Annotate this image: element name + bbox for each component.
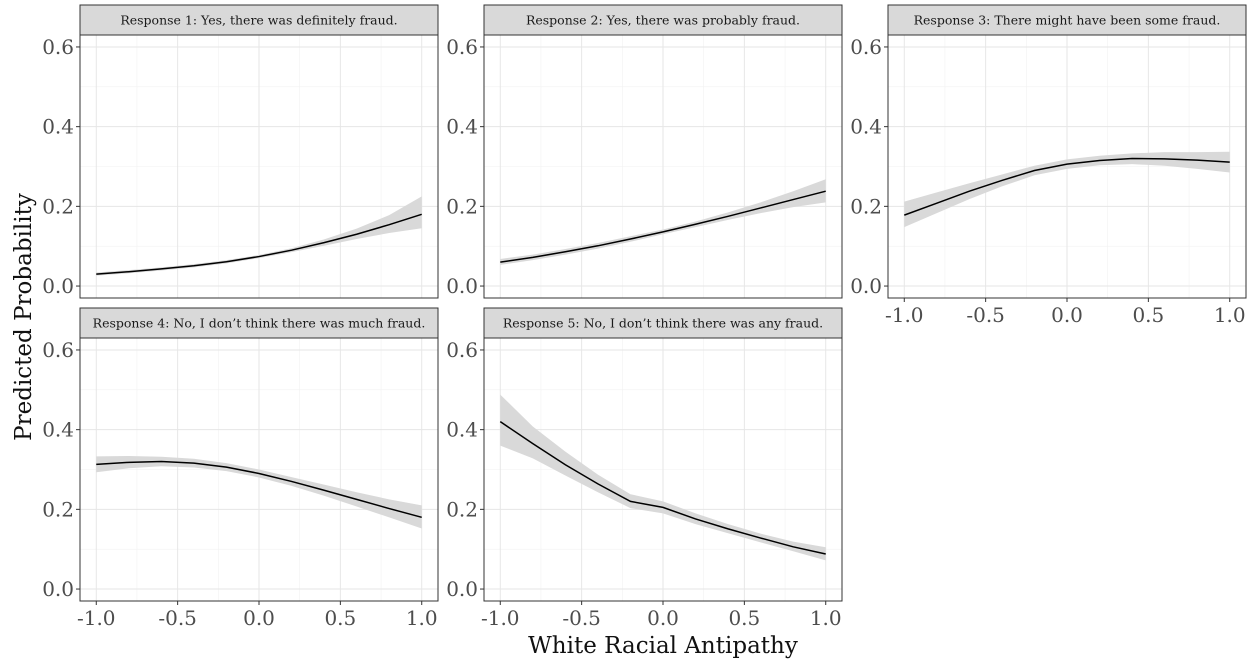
x-tick-label: 0.5: [324, 606, 356, 630]
x-axis-title: White Racial Antipathy: [528, 633, 798, 659]
y-tick-label: 0.6: [42, 338, 74, 362]
y-tick-label: 0.0: [446, 577, 478, 601]
series-line: [904, 157, 1230, 216]
y-tick-label: 0.6: [446, 338, 478, 362]
facet-strip-label: Response 2: Yes, there was probably frau…: [526, 13, 800, 28]
y-axis-title: Predicted Probability: [11, 193, 37, 441]
x-tick-label: 0.5: [728, 606, 760, 630]
facet-strip-label: Response 1: Yes, there was definitely fr…: [120, 13, 397, 28]
panel-border: [483, 34, 843, 299]
y-tick-label: 0.0: [42, 274, 74, 298]
x-tick-label: 0.5: [1132, 303, 1164, 327]
y-tick-label: 0.4: [42, 418, 74, 442]
y-tick-label: 0.4: [446, 115, 478, 139]
x-tick-label: 0.0: [243, 606, 275, 630]
confidence-band: [500, 394, 826, 561]
y-tick-label: 0.2: [42, 497, 74, 521]
facet-panel: Response 2: Yes, there was probably frau…: [446, 4, 843, 299]
series-line: [500, 190, 826, 263]
facet-panel: Response 4: No, I don’t think there was …: [42, 307, 439, 630]
facet-strip: [483, 4, 843, 36]
panel-border: [79, 34, 439, 299]
x-tick-label: 1.0: [810, 606, 842, 630]
facet-panel: Response 5: No, I don’t think there was …: [446, 307, 843, 630]
x-tick-label: -0.5: [562, 606, 601, 630]
facet-strip-label: Response 3: There might have been some f…: [914, 13, 1221, 28]
y-tick-label: 0.4: [850, 115, 882, 139]
facet-strip: [79, 307, 439, 339]
facet-strip: [79, 4, 439, 36]
y-tick-label: 0.2: [850, 194, 882, 218]
y-tick-label: 0.6: [42, 35, 74, 59]
x-tick-label: 1.0: [1214, 303, 1246, 327]
y-tick-label: 0.2: [42, 194, 74, 218]
y-tick-label: 0.0: [42, 577, 74, 601]
confidence-band: [96, 455, 422, 529]
facet-strip-label: Response 5: No, I don’t think there was …: [503, 316, 823, 331]
x-tick-label: -0.5: [158, 606, 197, 630]
y-tick-label: 0.2: [446, 194, 478, 218]
x-tick-label: -1.0: [885, 303, 924, 327]
y-tick-label: 0.2: [446, 497, 478, 521]
confidence-band: [96, 196, 422, 276]
x-tick-label: -1.0: [77, 606, 116, 630]
facet-panel: Response 3: There might have been some f…: [850, 4, 1247, 327]
series-line: [96, 460, 422, 519]
x-tick-label: -1.0: [481, 606, 520, 630]
series-line: [96, 213, 422, 275]
y-tick-label: 0.6: [850, 35, 882, 59]
confidence-band: [500, 179, 826, 265]
series-line: [499, 421, 826, 555]
facet-panel: Response 1: Yes, there was definitely fr…: [42, 4, 439, 299]
x-tick-label: -0.5: [966, 303, 1005, 327]
facet-strip: [483, 307, 843, 339]
x-tick-label: 0.0: [647, 606, 679, 630]
y-tick-label: 0.0: [850, 274, 882, 298]
y-tick-label: 0.4: [446, 418, 478, 442]
confidence-band: [904, 151, 1230, 228]
facet-strip-label: Response 4: No, I don’t think there was …: [93, 316, 426, 331]
x-tick-label: 0.0: [1051, 303, 1083, 327]
y-tick-label: 0.4: [42, 115, 74, 139]
x-tick-label: 1.0: [406, 606, 438, 630]
y-tick-label: 0.6: [446, 35, 478, 59]
y-tick-label: 0.0: [446, 274, 478, 298]
